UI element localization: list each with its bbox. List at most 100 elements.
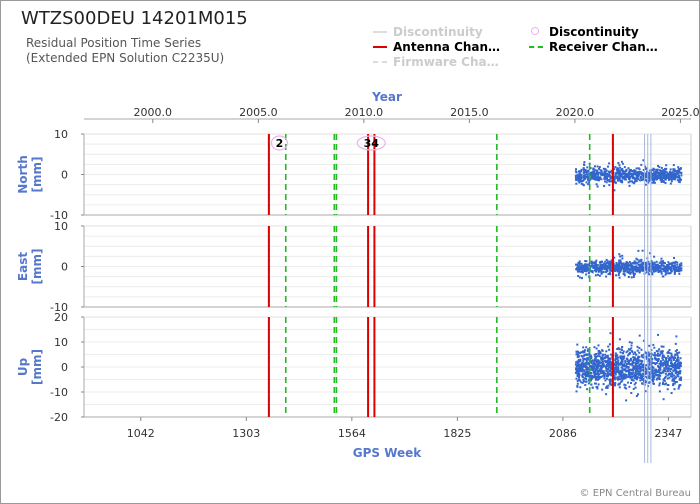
data-point	[620, 366, 623, 369]
data-point	[583, 354, 586, 357]
data-point	[595, 266, 598, 269]
data-point	[637, 178, 640, 181]
data-point	[583, 161, 586, 164]
data-point	[678, 265, 681, 267]
data-point	[655, 361, 658, 364]
data-point	[630, 341, 633, 344]
data-point	[616, 270, 619, 273]
data-point	[614, 383, 616, 386]
data-point	[679, 361, 682, 364]
data-point	[625, 387, 628, 390]
data-point	[662, 169, 665, 172]
data-point	[588, 264, 591, 267]
data-point	[644, 375, 647, 378]
data-point	[610, 374, 613, 377]
data-point	[585, 263, 588, 266]
data-point	[665, 167, 668, 170]
data-point	[629, 371, 632, 374]
data-point	[675, 269, 678, 272]
data-point	[620, 262, 623, 265]
data-point	[605, 377, 608, 380]
data-point	[575, 353, 578, 356]
data-point	[673, 172, 676, 175]
data-point	[619, 355, 622, 358]
data-point	[614, 181, 617, 184]
data-point	[586, 171, 589, 174]
data-point	[649, 169, 652, 172]
data-point	[633, 169, 636, 172]
data-point	[660, 176, 663, 179]
data-point	[670, 180, 673, 183]
data-point	[660, 362, 663, 365]
data-point	[661, 172, 664, 174]
data-point	[610, 368, 613, 371]
legend-item-discontinuity-line[interactable]: Discontinuity	[373, 24, 483, 40]
data-point	[667, 267, 670, 270]
data-point	[617, 383, 620, 386]
data-point	[652, 362, 655, 364]
data-point	[591, 271, 594, 274]
data-point	[599, 351, 602, 354]
data-point	[627, 348, 630, 351]
data-point	[615, 371, 618, 374]
data-point	[632, 271, 635, 274]
data-point	[620, 160, 623, 163]
data-point	[587, 183, 590, 186]
data-point	[660, 270, 663, 273]
data-point	[669, 176, 672, 179]
data-point	[617, 176, 620, 179]
data-point	[667, 373, 670, 376]
data-point	[642, 269, 645, 272]
data-point	[584, 264, 587, 267]
data-point	[618, 177, 621, 180]
data-point	[582, 183, 584, 186]
data-point	[623, 274, 626, 277]
legend-item-discontinuity-circle[interactable]: Discontinuity	[529, 24, 639, 40]
legend-item-firmware-change[interactable]: Firmware Cha…	[373, 54, 499, 70]
data-point	[620, 359, 623, 362]
data-point	[636, 365, 639, 368]
data-point	[596, 366, 599, 369]
data-point	[588, 179, 591, 182]
data-point	[620, 175, 623, 178]
data-point	[620, 168, 623, 171]
data-point	[607, 345, 610, 348]
data-point	[627, 360, 630, 363]
data-point	[647, 351, 650, 354]
data-point	[629, 368, 632, 371]
data-point	[575, 367, 578, 370]
data-point	[581, 369, 584, 372]
data-point	[601, 365, 604, 368]
data-point	[651, 379, 654, 381]
data-point	[622, 350, 625, 353]
data-point	[653, 177, 656, 180]
legend-item-antenna-change[interactable]: Antenna Chan…	[373, 39, 500, 55]
data-point	[583, 373, 586, 376]
data-point	[653, 173, 656, 176]
data-point	[658, 174, 661, 177]
data-point	[590, 383, 593, 386]
data-point	[678, 351, 681, 354]
data-point	[602, 370, 605, 373]
data-point	[663, 367, 666, 370]
discontinuity-marker-circle	[356, 135, 386, 151]
data-point	[624, 266, 627, 269]
data-point	[670, 270, 673, 273]
data-point	[680, 172, 683, 174]
data-point	[599, 265, 602, 268]
data-point	[660, 174, 663, 177]
legend-item-receiver-change[interactable]: Receiver Chan…	[529, 39, 658, 55]
data-point	[631, 181, 634, 184]
data-point	[631, 177, 634, 180]
data-point	[644, 183, 647, 186]
data-point	[637, 361, 640, 364]
subtitle-line-1: Residual Position Time Series	[26, 36, 202, 50]
data-point	[624, 373, 627, 376]
data-point	[634, 372, 637, 375]
data-point	[600, 369, 603, 372]
data-point	[577, 351, 580, 354]
data-point	[584, 362, 587, 365]
y-axis-label: [mm]	[30, 249, 44, 285]
data-point	[593, 363, 596, 365]
top-axis-tick-label: 2020.0	[556, 106, 595, 119]
